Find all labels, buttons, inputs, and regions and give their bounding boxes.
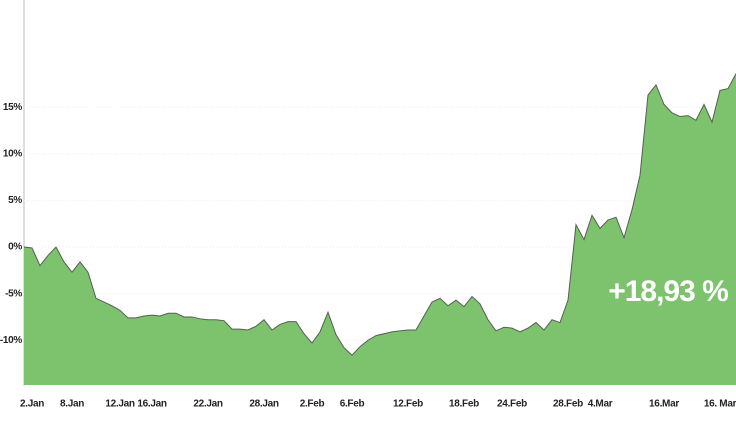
y-tick-label: 15%: [3, 102, 23, 113]
area-fill: [24, 73, 736, 385]
x-tick-label: 28.Jan: [249, 399, 279, 410]
y-tick-label: 5%: [8, 195, 22, 206]
area-line: [23, 73, 736, 356]
y-tick-label: -5%: [5, 288, 22, 299]
x-tick-label: 2.Feb: [300, 399, 325, 410]
x-tick-label: 2.Jan: [20, 399, 44, 410]
x-tick-label: 28.Feb: [553, 399, 583, 410]
plot: [23, 73, 736, 385]
x-tick-label: 16.Mar: [649, 399, 679, 410]
x-tick-label: 18.Feb: [449, 399, 479, 410]
x-tick-label: 12.Feb: [393, 399, 423, 410]
x-tick-label: 6.Feb: [340, 399, 365, 410]
x-tick-label: 16.Jan: [137, 399, 167, 410]
x-tick-label: 4.Mar: [588, 399, 613, 410]
x-tick-label: 8.Jan: [60, 399, 84, 410]
annotation: +18,93 %: [608, 275, 728, 308]
y-tick-label: -10%: [0, 335, 22, 346]
y-tick-label: 10%: [3, 148, 23, 159]
x-tick-label: 24.Feb: [497, 399, 527, 410]
x-tick-label: 16. Mar: [704, 399, 736, 410]
x-tick-label: 22.Jan: [193, 399, 223, 410]
y-tick-label: 0%: [8, 242, 22, 253]
x-tick-label: 12.Jan: [105, 399, 135, 410]
